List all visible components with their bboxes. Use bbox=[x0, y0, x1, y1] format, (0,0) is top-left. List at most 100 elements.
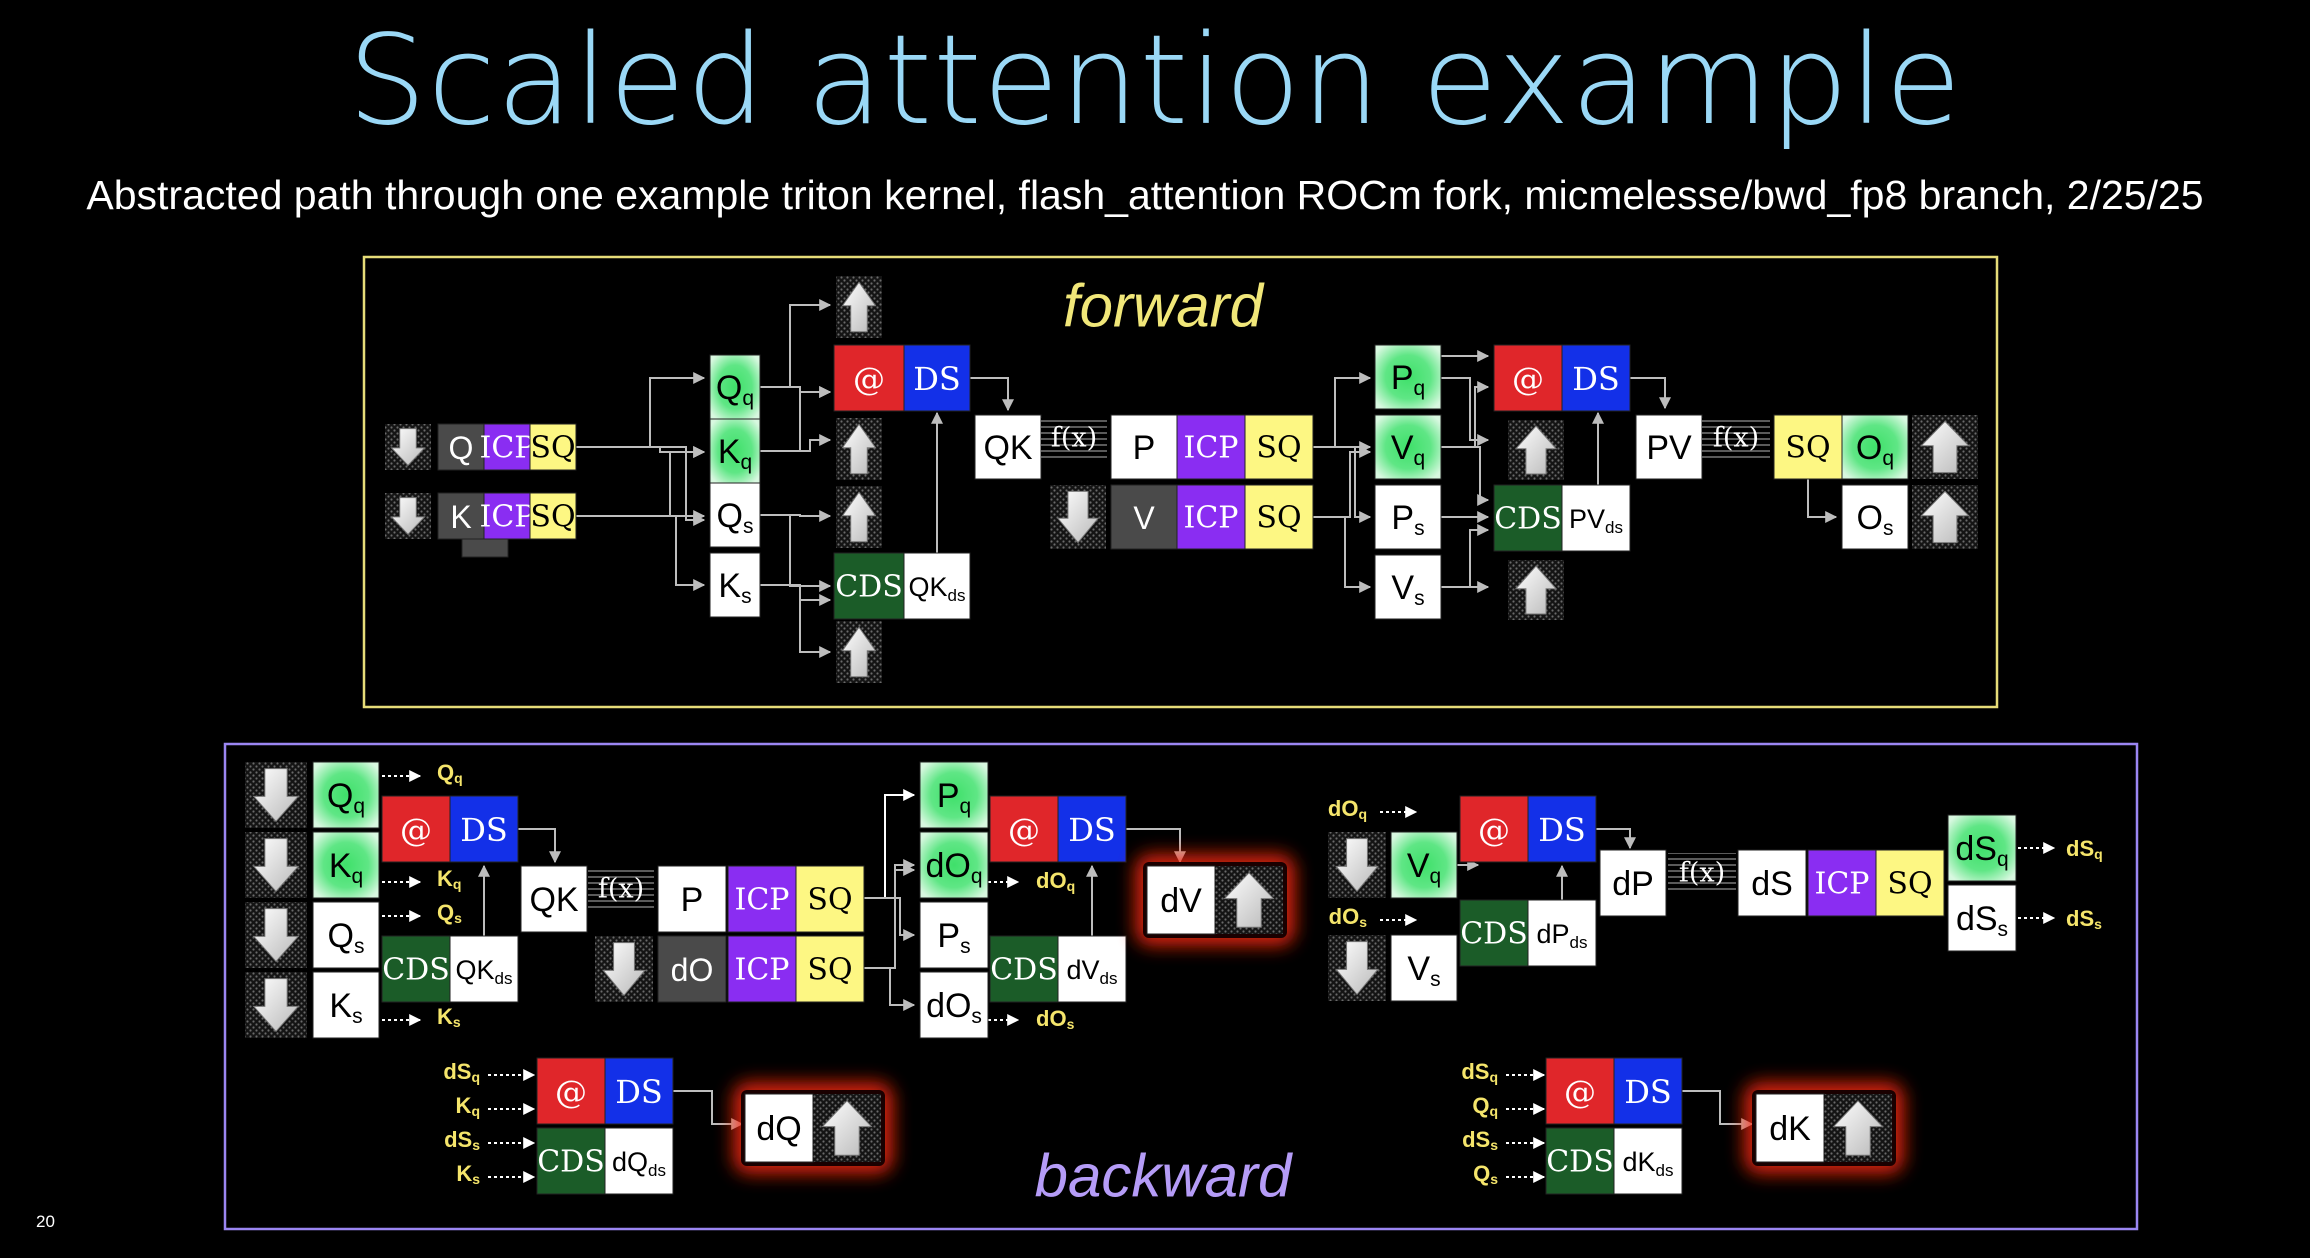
sq-block-label: SQ bbox=[530, 500, 575, 535]
cds-block: CDS bbox=[536, 1127, 606, 1195]
dequant-scale-block-label: DS bbox=[1572, 360, 1620, 398]
quantized-tensor-block: dSq bbox=[1947, 814, 2017, 882]
tensor-block-label: dO bbox=[671, 952, 714, 988]
forward-label: forward bbox=[1063, 273, 1265, 340]
backward-frame bbox=[223, 742, 2139, 1231]
data-flow-arrow bbox=[760, 584, 832, 606]
store-arrow-icon bbox=[836, 486, 882, 548]
store-arrow-icon bbox=[1508, 420, 1564, 480]
passthrough-label: dOs bbox=[1329, 904, 1368, 931]
tensor-block-label: dQ bbox=[756, 1110, 801, 1148]
fx-block: f(x) bbox=[1702, 418, 1770, 458]
quantized-tensor-block-label: Qq bbox=[327, 777, 365, 818]
dequant-scale-block: DS bbox=[903, 344, 971, 412]
data-flow-arrow bbox=[673, 1090, 744, 1130]
passthrough-label: dSs bbox=[2066, 906, 2102, 933]
backward-label: backward bbox=[1035, 1143, 1293, 1210]
cds-block: CDS bbox=[1459, 899, 1529, 967]
store-arrow-icon bbox=[813, 1094, 881, 1162]
fx-label: f(x) bbox=[1679, 858, 1725, 889]
data-flow-arrow bbox=[760, 514, 832, 592]
tensor-block: P bbox=[657, 865, 727, 933]
passthrough-label: dOs bbox=[1036, 1006, 1075, 1033]
data-flow-arrow bbox=[1313, 446, 1372, 523]
load-arrow-icon bbox=[245, 972, 307, 1038]
tensor-block-label: P bbox=[1133, 429, 1156, 467]
data-flow-arrow bbox=[518, 828, 561, 864]
quantized-tensor-block-label: Pq bbox=[1391, 359, 1425, 400]
tensor-block-label: Vs bbox=[1407, 950, 1440, 991]
dequant-scale-block-label: DS bbox=[1068, 811, 1116, 849]
data-flow-arrow bbox=[760, 434, 832, 452]
matmul-block-label: @ bbox=[400, 811, 432, 849]
passthrough-label: dOq bbox=[1328, 796, 1367, 823]
tensor-block: Vs bbox=[1390, 934, 1458, 1002]
tensor-block-label: P bbox=[681, 881, 704, 919]
load-arrow-icon bbox=[1050, 485, 1106, 549]
sq-block: SQ bbox=[529, 423, 577, 471]
load-arrow-icon bbox=[1328, 935, 1386, 1001]
tensor-block-label: QKds bbox=[456, 955, 513, 988]
cds-block-label: CDS bbox=[990, 953, 1058, 988]
tensor-block-label: dKds bbox=[1623, 1147, 1674, 1180]
tensor-block: K bbox=[437, 492, 485, 540]
tensor-block-label: dSs bbox=[1956, 900, 2008, 941]
passthrough-label: Qq bbox=[437, 760, 463, 787]
tensor-block: P bbox=[1110, 414, 1178, 480]
matmul-block: @ bbox=[1493, 344, 1563, 412]
tensor-block: Q bbox=[437, 423, 485, 471]
sq-block: SQ bbox=[1875, 849, 1945, 917]
tensor-block: dQ bbox=[744, 1093, 814, 1163]
data-flow-arrow bbox=[1441, 381, 1490, 448]
passthrough-label: Ks bbox=[437, 1004, 461, 1031]
tensor-block: QKds bbox=[903, 552, 971, 620]
dequant-scale-block: DS bbox=[1527, 795, 1597, 863]
cds-block-label: CDS bbox=[1546, 1145, 1614, 1180]
tensor-block-label: V bbox=[1133, 500, 1155, 536]
icp-block: ICP bbox=[480, 423, 535, 471]
matmul-block-label: @ bbox=[1478, 811, 1510, 849]
passthrough-label: dSq bbox=[1461, 1059, 1498, 1086]
matmul-block: @ bbox=[989, 795, 1059, 863]
tensor-block: dS bbox=[1737, 849, 1807, 917]
tensor-block: dSs bbox=[1947, 884, 2017, 952]
data-flow-arrow bbox=[576, 372, 706, 448]
tensor-block-label: Ks bbox=[718, 567, 751, 608]
data-flow-arrow bbox=[760, 386, 832, 452]
matmul-block: @ bbox=[1545, 1057, 1615, 1125]
tensor-block-label: QK bbox=[529, 881, 578, 919]
passthrough-label: dSq bbox=[443, 1059, 480, 1086]
quantized-tensor-block-label: Vq bbox=[1391, 429, 1425, 470]
tensor-block: Ks bbox=[709, 552, 761, 618]
quantized-tensor-block-label: Qq bbox=[716, 369, 754, 410]
tensor-block: Qs bbox=[312, 901, 380, 969]
quantized-tensor-block-label: Kq bbox=[718, 433, 752, 474]
data-flow-arrow bbox=[1441, 377, 1490, 446]
dequant-scale-block-label: DS bbox=[460, 811, 508, 849]
load-arrow-icon bbox=[1328, 832, 1386, 898]
tensor-block-label: QKds bbox=[909, 572, 966, 605]
cds-block: CDS bbox=[1545, 1127, 1615, 1195]
store-arrow-icon bbox=[1912, 415, 1978, 479]
tensor-block: dK bbox=[1755, 1093, 1825, 1163]
tensor-block: dVds bbox=[1057, 935, 1127, 1003]
data-flow-arrow bbox=[1807, 479, 1838, 523]
data-flow-arrow bbox=[760, 584, 832, 658]
fx-block: f(x) bbox=[1668, 853, 1736, 893]
tensor-block: QK bbox=[974, 414, 1042, 480]
store-arrow-icon bbox=[1508, 560, 1564, 620]
data-flow-arrow bbox=[1126, 828, 1186, 864]
quantized-tensor-block: Oq bbox=[1841, 414, 1909, 480]
tensor-block-label: Q bbox=[449, 430, 474, 466]
quantized-tensor-block: Pq bbox=[919, 761, 989, 829]
tensor-block-label: dK bbox=[1769, 1110, 1811, 1148]
passthrough-label: Qq bbox=[1472, 1093, 1498, 1120]
tensor-block: dO bbox=[657, 935, 727, 1003]
icp-block-label: ICP bbox=[1184, 501, 1239, 536]
sq-block: SQ bbox=[1244, 414, 1314, 480]
icp-block-label: ICP bbox=[480, 431, 535, 466]
tensor-block: dKds bbox=[1613, 1127, 1683, 1195]
quantized-tensor-block-label: dSq bbox=[1955, 830, 2008, 871]
tensor-block: PV bbox=[1635, 414, 1703, 480]
data-flow-arrow bbox=[576, 446, 706, 526]
